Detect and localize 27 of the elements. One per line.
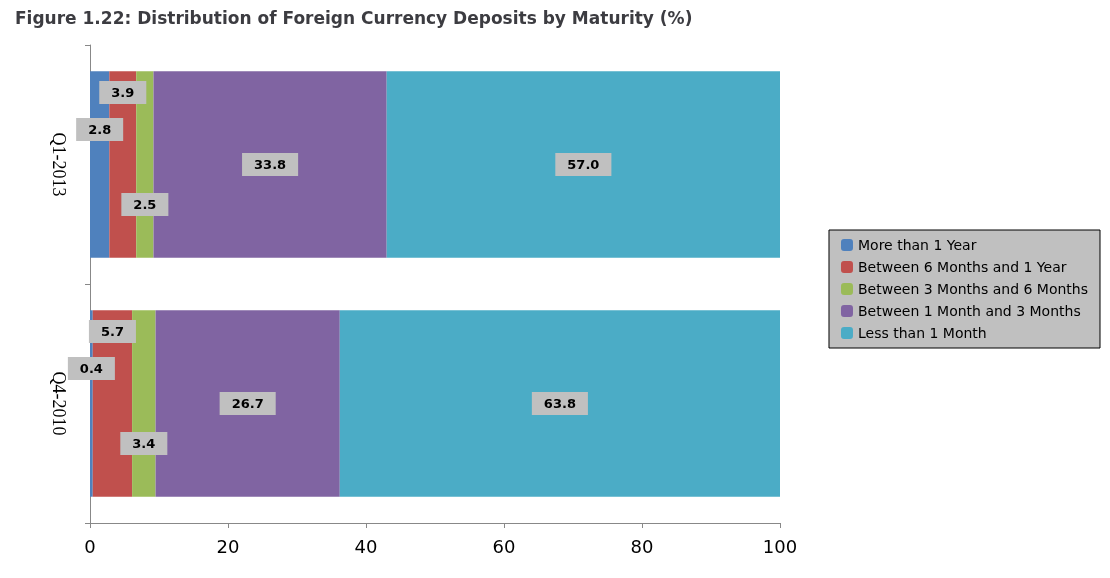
legend-label: More than 1 Year xyxy=(857,237,977,253)
data-label: 0.4 xyxy=(79,361,103,376)
data-label: 2.5 xyxy=(133,197,157,212)
data-label: 57.0 xyxy=(567,157,600,172)
x-tick-label: 100 xyxy=(762,535,798,557)
bar xyxy=(339,310,780,497)
y-tick-label: Q4-2010 xyxy=(49,371,69,436)
bar xyxy=(386,71,780,258)
data-label: 63.8 xyxy=(543,396,576,411)
data-label: 26.7 xyxy=(231,396,264,411)
x-tick-label: 80 xyxy=(630,535,654,557)
legend-label: Between 6 Months and 1 Year xyxy=(857,259,1067,275)
legend-label: Between 1 Month and 3 Months xyxy=(857,303,1081,319)
data-label: 2.8 xyxy=(88,122,112,137)
x-tick-label: 60 xyxy=(492,535,516,557)
y-tick-label: Q1-2013 xyxy=(49,132,69,197)
legend-label: Between 3 Months and 6 Months xyxy=(857,281,1089,297)
data-label: 33.8 xyxy=(254,157,287,172)
data-label: 3.9 xyxy=(111,85,135,100)
x-tick-label: 20 xyxy=(216,535,240,557)
data-label: 3.4 xyxy=(132,436,156,451)
x-tick-label: 0 xyxy=(84,535,96,557)
chart-title: Figure 1.22: Distribution of Foreign Currency Deposits by Maturity (%) xyxy=(15,7,693,28)
data-label: 5.7 xyxy=(100,324,124,339)
bar xyxy=(155,310,340,497)
x-tick-label: 40 xyxy=(354,535,378,557)
legend-label: Less than 1 Month xyxy=(857,325,987,341)
